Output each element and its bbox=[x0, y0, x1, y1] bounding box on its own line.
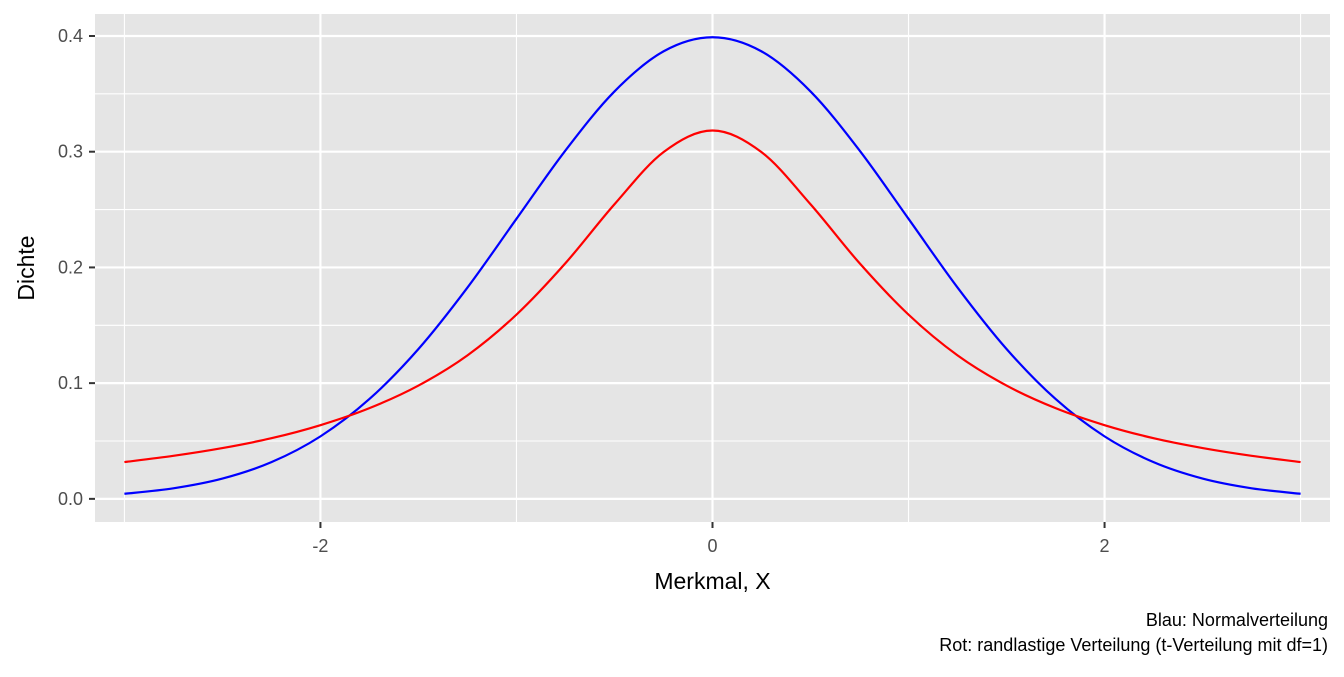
x-tick-label: 0 bbox=[707, 536, 717, 556]
y-tick-label: 0.1 bbox=[58, 373, 83, 393]
y-tick-label: 0.2 bbox=[58, 257, 83, 277]
x-axis-title: Merkmal, X bbox=[654, 568, 770, 594]
x-tick-label: -2 bbox=[312, 536, 328, 556]
caption-line-red: Rot: randlastige Verteilung (t-Verteilun… bbox=[939, 635, 1328, 655]
x-tick-label: 2 bbox=[1100, 536, 1110, 556]
tick-labels: -2 0 2 0.0 0.1 0.2 0.3 0.4 bbox=[58, 26, 1110, 556]
y-tick-label: 0.4 bbox=[58, 26, 83, 46]
series-lines bbox=[124, 36, 1301, 495]
y-axis-title: Dichte bbox=[13, 235, 39, 300]
axis-ticks bbox=[89, 34, 1106, 528]
y-tick-label: 0.3 bbox=[58, 142, 83, 162]
caption-line-blue: Blau: Normalverteilung bbox=[1146, 610, 1328, 630]
series-line-blue bbox=[124, 36, 1301, 495]
series-line-red bbox=[124, 129, 1301, 464]
y-tick-label: 0.0 bbox=[58, 489, 83, 509]
